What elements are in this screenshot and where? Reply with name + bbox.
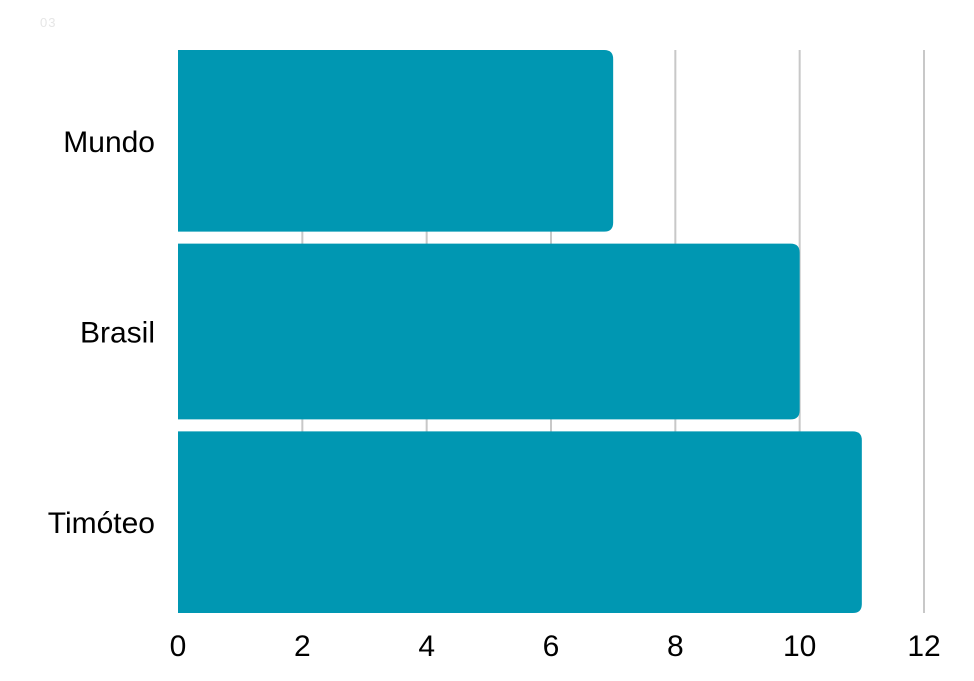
x-tick-label-2: 2 (294, 630, 311, 663)
page-marker: 03 (40, 15, 57, 30)
x-tick-label-8: 8 (667, 630, 684, 663)
category-label-tim-teo: Timóteo (48, 507, 155, 540)
bars (178, 50, 862, 613)
bar-tim-teo (178, 431, 862, 613)
bar-brasil (178, 243, 800, 420)
axes: 0 2 4 6 8 10 12 Mundo Brasil Timóteo (48, 126, 941, 663)
x-tick-label-12: 12 (907, 630, 940, 663)
x-tick-label-0: 0 (170, 630, 187, 663)
x-tick-label-10: 10 (783, 630, 816, 663)
category-label-mundo: Mundo (63, 126, 155, 159)
x-tick-label-4: 4 (418, 630, 435, 663)
category-label-brasil: Brasil (80, 317, 155, 350)
bar-mundo (178, 50, 614, 232)
x-tick-label-6: 6 (543, 630, 560, 663)
